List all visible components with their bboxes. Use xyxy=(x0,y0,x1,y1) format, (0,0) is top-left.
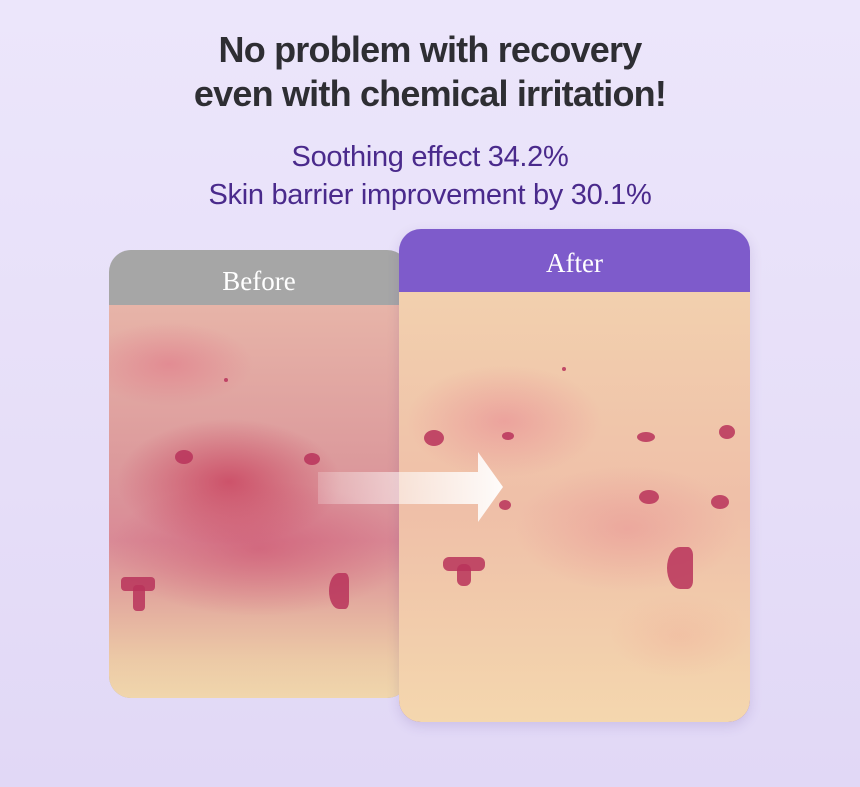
right-arrow-icon xyxy=(318,452,503,522)
before-label: Before xyxy=(222,266,296,296)
claim-barrier: Skin barrier improvement by 30.1% xyxy=(208,179,652,211)
after-label: After xyxy=(546,248,603,278)
claim-soothing: Soothing effect 34.2% xyxy=(291,141,569,173)
claims: Soothing effect 34.2% Skin barrier impro… xyxy=(0,138,860,214)
headline-line-2: even with chemical irritation! xyxy=(193,73,667,114)
headline-line-1: No problem with recovery xyxy=(218,29,643,70)
after-skin-photo xyxy=(399,292,750,722)
headline: No problem with recovery even with chemi… xyxy=(0,28,860,116)
